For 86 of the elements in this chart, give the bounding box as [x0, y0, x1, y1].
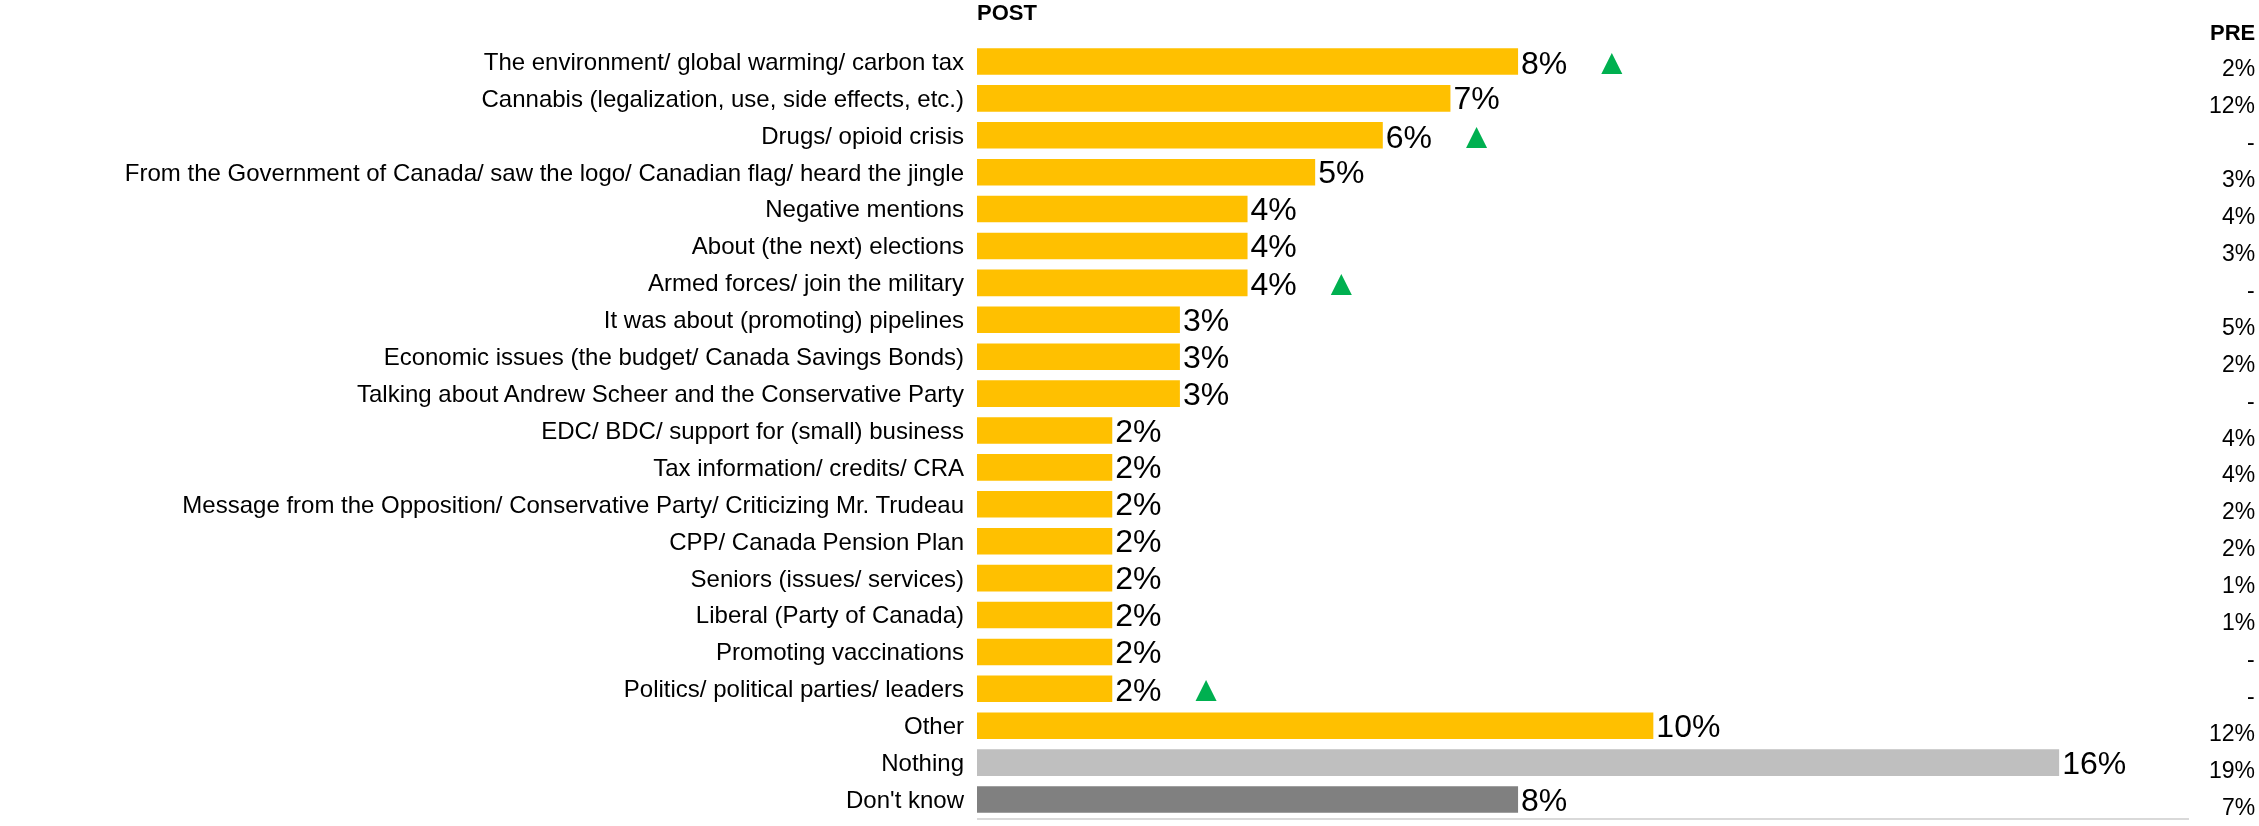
data-label: 2% [1115, 523, 1162, 560]
text: 2% [2222, 498, 2256, 524]
y-tick-label: About (the next) elections [691, 232, 964, 260]
y-tick-label: Talking about Andrew Scheer and the Conservative Party [356, 380, 964, 407]
data-label: 2% [1115, 597, 1162, 634]
y-tick-label: Tax information/ credits/ CRA [653, 453, 964, 481]
text: 12% [2209, 720, 2256, 746]
bar [977, 417, 1113, 444]
bar [977, 749, 2060, 776]
bar [977, 343, 1180, 370]
data-label: 4% ▲ [1250, 262, 1360, 304]
text: 4% [2222, 203, 2256, 229]
data-label: 2% [1115, 412, 1162, 449]
bar [977, 638, 1113, 666]
text: 1% [2222, 572, 2256, 598]
data-label: 5% [1318, 154, 1365, 191]
y-tick-label: Politics/ political parties/ leaders [623, 675, 964, 703]
y-tick-label: The environment/ global warming/ carbon tax [483, 47, 964, 75]
text: - [2247, 388, 2255, 414]
data-label: 8% ▲ [1521, 40, 1630, 82]
data-label: 3% [1182, 338, 1230, 375]
bar [977, 85, 1451, 112]
data-label: 2% ▲ [1115, 668, 1224, 710]
bar [977, 564, 1113, 592]
y-tick-label: Armed forces/ join the military [647, 269, 964, 297]
text: 7% [2222, 794, 2256, 820]
y-tick-label: Seniors (issues/ services) [690, 564, 964, 592]
y-tick-label: From the Government of Canada/ saw the logo/ Canadian flag/ heard the jingle [124, 158, 964, 186]
y-tick-label: Drugs/ opioid crisis [761, 121, 964, 149]
bar [977, 491, 1113, 518]
bar [977, 601, 1113, 629]
y-tick-label: EDC/ BDC/ support for (small) business [541, 416, 964, 444]
bar [977, 786, 1519, 813]
data-label: 3% [1182, 375, 1230, 412]
bar [977, 195, 1248, 223]
data-label: 2% [1115, 486, 1162, 523]
text: 2% [2222, 55, 2256, 81]
data-label: 3% [1182, 301, 1230, 338]
y-tick-label: Message from the Opposition/ Conservative Party/ Criticizing Mr. Trudeau [182, 490, 964, 518]
y-tick-label: Promoting vaccinations [715, 638, 964, 666]
text: - [2247, 277, 2255, 303]
text: 4% [2222, 425, 2256, 451]
y-tick-label: Cannabis (legalization, use, side effects, etc.) [481, 84, 964, 112]
y-tick-label: Negative mentions [765, 195, 964, 223]
data-label: 6% ▲ [1385, 114, 1495, 156]
bar [977, 269, 1248, 297]
data-label: 2% [1115, 633, 1162, 670]
y-tick-label: Economic issues (the budget/ Canada Savings Bonds) [383, 343, 964, 371]
y-tick-label: Nothing [881, 749, 964, 777]
y-tick-label: It was about (promoting) pipelines [603, 306, 964, 334]
bar [977, 306, 1180, 334]
data-label: 7% [1453, 80, 1500, 117]
data-label: 2% [1115, 449, 1162, 486]
text: 4% [2222, 461, 2256, 487]
data-label: 2% [1115, 560, 1162, 597]
bar [977, 121, 1383, 149]
bar [977, 675, 1113, 703]
text: 19% [2209, 757, 2256, 783]
text: - [2247, 683, 2255, 709]
chart-title: POST [977, 0, 1038, 25]
text: - [2247, 129, 2255, 155]
y-tick-label: Don't know [846, 785, 965, 813]
text: PRE [2210, 20, 2256, 45]
data-label: 8% [1521, 781, 1568, 818]
text: 12% [2209, 92, 2256, 118]
bar [977, 48, 1519, 75]
data-label: 16% [2062, 744, 2127, 781]
bar [977, 232, 1248, 260]
text: 3% [2222, 240, 2256, 266]
bar [977, 158, 1316, 186]
bar [977, 380, 1180, 407]
text: 2% [2222, 351, 2256, 377]
data-label: 10% [1656, 707, 1721, 744]
text: 5% [2222, 314, 2256, 340]
y-tick-label: Other [903, 712, 964, 740]
text: 2% [2222, 535, 2256, 561]
text: - [2247, 646, 2255, 672]
y-tick-label: Liberal (Party of Canada) [695, 601, 964, 629]
text: 3% [2222, 166, 2256, 192]
bar [977, 712, 1654, 740]
data-label: 4% [1250, 191, 1297, 228]
bar [977, 527, 1113, 555]
y-tick-label: CPP/ Canada Pension Plan [669, 527, 964, 555]
data-label: 4% [1250, 227, 1297, 264]
bar [977, 454, 1113, 481]
text: 1% [2222, 609, 2256, 635]
